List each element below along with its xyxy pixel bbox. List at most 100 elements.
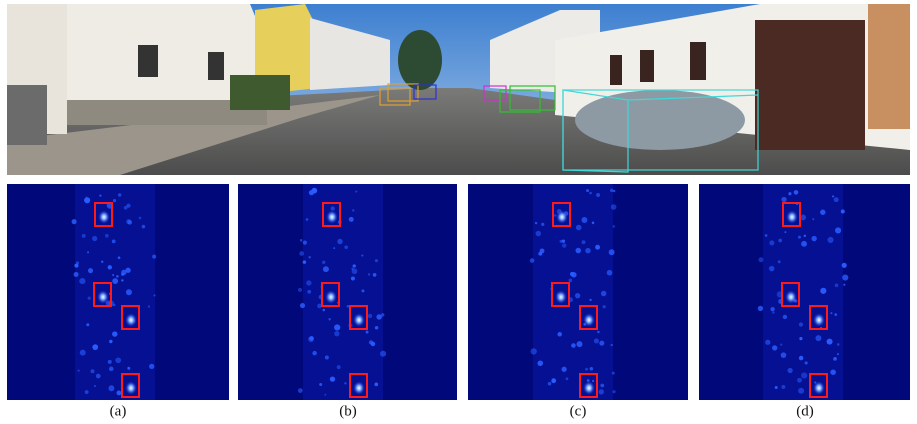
heat-point [841, 209, 845, 213]
heat-point [594, 338, 599, 343]
tree [398, 30, 442, 90]
tree [230, 75, 290, 110]
heat-point [118, 193, 121, 196]
heat-point [837, 343, 840, 346]
heat-point [337, 239, 342, 244]
heat-point [105, 234, 109, 238]
heatmap-panel [7, 184, 229, 400]
hotspot [325, 290, 337, 304]
heat-point [374, 382, 378, 386]
heat-point [355, 191, 357, 193]
heat-point [124, 206, 128, 210]
window [640, 50, 654, 82]
heat-point [381, 313, 384, 316]
page: (a) (b) (c) (d) (() => { const data = JS… [0, 0, 917, 424]
heat-point [108, 265, 112, 269]
heat-point [96, 374, 101, 379]
heat-point [319, 383, 322, 386]
heat-point [788, 192, 791, 195]
heat-point [827, 237, 833, 243]
heat-point [298, 388, 303, 393]
heat-point [80, 350, 86, 356]
heat-point [347, 305, 350, 308]
heat-point [115, 357, 121, 363]
hotspot [353, 313, 365, 327]
lane-region [303, 184, 383, 400]
heat-point [570, 272, 574, 276]
heat-point [569, 279, 573, 283]
panel-label: (a) [110, 403, 127, 419]
heat-point [126, 219, 131, 224]
heat-point [835, 227, 841, 233]
heat-point [599, 341, 604, 346]
window [208, 52, 224, 80]
heat-point [300, 239, 303, 242]
heat-point [805, 361, 808, 364]
wall [868, 4, 910, 129]
heat-point [609, 249, 615, 255]
heat-point [566, 377, 569, 380]
heat-point [306, 280, 311, 285]
heat-point [334, 331, 339, 336]
heat-point [121, 279, 123, 281]
heat-point [801, 372, 807, 378]
heat-point [842, 274, 848, 280]
heat-point [113, 199, 116, 202]
heat-point [804, 235, 806, 237]
hotspot [125, 381, 137, 395]
window [610, 55, 622, 85]
heat-point [334, 324, 340, 330]
heat-point [530, 258, 535, 263]
heat-point [87, 251, 89, 253]
heat-point [765, 234, 768, 237]
heat-point [548, 382, 552, 386]
heat-point [94, 385, 96, 387]
heat-point [322, 261, 325, 264]
heat-point [306, 218, 309, 221]
heat-point [592, 380, 594, 382]
heat-point [769, 240, 774, 245]
hotspot [556, 210, 568, 224]
heat-point [781, 385, 785, 389]
heatmap-panel [699, 184, 910, 400]
heat-point [344, 245, 348, 249]
hotspot [583, 381, 595, 395]
heat-point [303, 241, 307, 245]
heat-point [798, 236, 801, 239]
heat-point [127, 367, 130, 370]
heat-point [307, 290, 311, 294]
heat-point [99, 195, 101, 197]
heat-point [799, 337, 802, 340]
hotspot [353, 381, 365, 395]
heat-point [778, 260, 781, 263]
heat-point [799, 322, 803, 326]
heat-point [344, 382, 346, 384]
heat-point [765, 340, 770, 345]
heat-point [303, 260, 307, 264]
heat-point [781, 197, 786, 202]
heat-point [74, 272, 79, 277]
heat-point [576, 341, 582, 347]
heat-point [585, 248, 591, 254]
heatmap-panel [468, 184, 688, 400]
heat-point [300, 303, 305, 308]
heat-point [837, 353, 839, 355]
heat-point [797, 378, 802, 383]
heat-point [576, 248, 582, 254]
heat-point [835, 284, 839, 288]
heat-point [112, 331, 117, 336]
heat-point [843, 284, 845, 286]
heat-point [772, 311, 774, 313]
heat-point [353, 264, 356, 267]
heat-point [783, 315, 787, 319]
hotspot [786, 210, 798, 224]
heat-point [830, 312, 832, 314]
heat-point [298, 288, 302, 292]
heat-point [323, 266, 329, 272]
heat-point [85, 196, 87, 198]
heat-point [375, 259, 378, 262]
panel-label: (c) [570, 403, 587, 419]
heat-point [330, 376, 335, 381]
heat-point [758, 306, 763, 311]
heat-point [820, 210, 825, 215]
